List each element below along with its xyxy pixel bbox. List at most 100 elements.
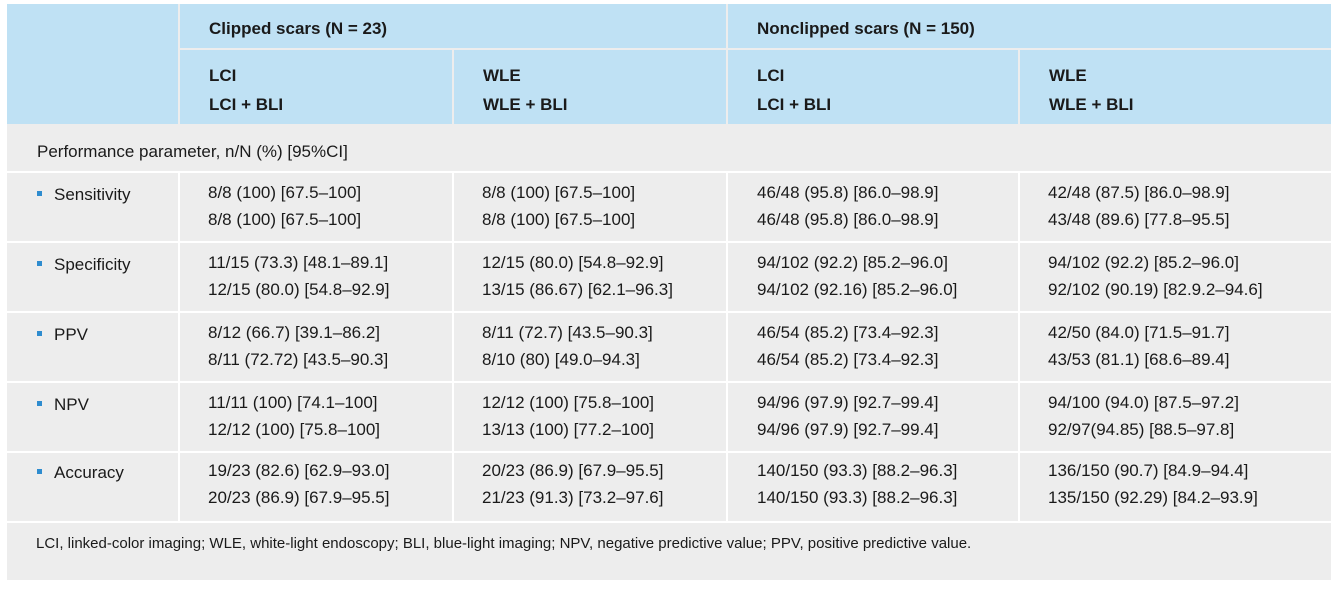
table-row: NPV 11/11 (100) [74.1–100] 12/12 (100) [7…	[7, 383, 1331, 451]
cell-clipped-wle: 20/23 (86.9) [67.9–95.5] 21/23 (91.3) [73…	[482, 457, 663, 511]
subheader-line2: LCI + BLI	[757, 95, 832, 114]
row-divider	[7, 451, 1331, 453]
cell-value: 8/8 (100) [67.5–100]	[482, 183, 636, 202]
cell-value: 13/15 (86.67) [62.1–96.3]	[482, 280, 673, 299]
cell-value: 12/12 (100) [75.8–100]	[482, 393, 655, 412]
table-footnote: LCI, linked-color imaging; WLE, white-li…	[36, 535, 972, 552]
cell-nonclipped-lci: 46/54 (85.2) [73.4–92.3] 46/54 (85.2) [73…	[757, 319, 938, 373]
table-row: Specificity 11/15 (73.3) [48.1–89.1] 12/1…	[7, 243, 1331, 311]
column-separator	[452, 173, 454, 521]
subheader-line2: LCI + BLI	[209, 95, 284, 114]
subheader-nonclipped-lci: LCI LCI + BLI	[728, 50, 1018, 124]
cell-value: 135/150 (92.29) [84.2–93.9]	[1048, 488, 1258, 507]
column-separator	[178, 173, 180, 521]
cell-value: 21/23 (91.3) [73.2–97.6]	[482, 488, 664, 507]
cell-clipped-wle: 12/12 (100) [75.8–100] 13/13 (100) [77.2–…	[482, 389, 654, 443]
cell-nonclipped-lci: 140/150 (93.3) [88.2–96.3] 140/150 (93.3)…	[757, 457, 957, 511]
cell-value: 94/96 (97.9) [92.7–99.4]	[757, 393, 939, 412]
row-label-text: NPV	[54, 395, 89, 414]
table-row: PPV 8/12 (66.7) [39.1–86.2] 8/11 (72.72) …	[7, 313, 1331, 381]
subheader-line1: WLE	[483, 66, 521, 85]
row-label-ppv: PPV	[37, 325, 88, 345]
cell-value: 94/102 (92.2) [85.2–96.0]	[757, 253, 948, 272]
cell-value: 46/48 (95.8) [86.0–98.9]	[757, 210, 939, 229]
row-label-text: Accuracy	[54, 463, 124, 482]
cell-clipped-lci: 19/23 (82.6) [62.9–93.0] 20/23 (86.9) [67…	[208, 457, 389, 511]
cell-value: 19/23 (82.6) [62.9–93.0]	[208, 461, 390, 480]
cell-value: 8/8 (100) [67.5–100]	[208, 183, 362, 202]
cell-nonclipped-lci: 46/48 (95.8) [86.0–98.9] 46/48 (95.8) [86…	[757, 179, 938, 233]
cell-nonclipped-wle: 136/150 (90.7) [84.9–94.4] 135/150 (92.29…	[1048, 457, 1258, 511]
cell-value: 42/50 (84.0) [71.5–91.7]	[1048, 323, 1230, 342]
cell-value: 8/8 (100) [67.5–100]	[482, 210, 636, 229]
row-divider	[7, 381, 1331, 383]
cell-value: 92/97(94.85) [88.5–97.8]	[1048, 420, 1235, 439]
cell-value: 94/100 (94.0) [87.5–97.2]	[1048, 393, 1239, 412]
cell-value: 8/11 (72.7) [43.5–90.3]	[482, 323, 653, 342]
cell-value: 8/8 (100) [67.5–100]	[208, 210, 362, 229]
subheader-line1: LCI	[209, 66, 237, 85]
column-separator	[1018, 173, 1020, 521]
row-label-text: Specificity	[54, 255, 131, 274]
subheader-line2: WLE + BLI	[1049, 95, 1134, 114]
row-label-specificity: Specificity	[37, 255, 131, 275]
cell-clipped-lci: 8/12 (66.7) [39.1–86.2] 8/11 (72.72) [43.…	[208, 319, 388, 373]
cell-nonclipped-wle: 42/50 (84.0) [71.5–91.7] 43/53 (81.1) [68…	[1048, 319, 1229, 373]
table-row: Sensitivity 8/8 (100) [67.5–100] 8/8 (100…	[7, 173, 1331, 241]
cell-value: 94/102 (92.2) [85.2–96.0]	[1048, 253, 1239, 272]
row-divider	[7, 521, 1331, 523]
cell-clipped-wle: 8/11 (72.7) [43.5–90.3] 8/10 (80) [49.0–9…	[482, 319, 653, 373]
cell-value: 8/11 (72.72) [43.5–90.3]	[208, 350, 389, 369]
cell-clipped-lci: 11/15 (73.3) [48.1–89.1] 12/15 (80.0) [54…	[208, 249, 389, 303]
row-label-sensitivity: Sensitivity	[37, 185, 131, 205]
cell-value: 8/10 (80) [49.0–94.3]	[482, 350, 640, 369]
cell-value: 140/150 (93.3) [88.2–96.3]	[757, 461, 958, 480]
bullet-icon	[37, 261, 42, 267]
cell-nonclipped-wle: 94/102 (92.2) [85.2–96.0] 92/102 (90.19) …	[1048, 249, 1263, 303]
cell-nonclipped-wle: 94/100 (94.0) [87.5–97.2] 92/97(94.85) [8…	[1048, 389, 1239, 443]
subheader-line2: WLE + BLI	[483, 95, 568, 114]
bullet-icon	[37, 331, 42, 337]
header-nonclipped-title: Nonclipped scars (N = 150)	[757, 19, 975, 38]
row-label-text: Sensitivity	[54, 185, 131, 204]
cell-value: 94/96 (97.9) [92.7–99.4]	[757, 420, 939, 439]
bullet-icon	[37, 401, 42, 407]
section-label: Performance parameter, n/N (%) [95%CI]	[37, 142, 348, 161]
cell-clipped-wle: 12/15 (80.0) [54.8–92.9] 13/15 (86.67) [6…	[482, 249, 673, 303]
results-table: Clipped scars (N = 23) Nonclipped scars …	[7, 4, 1331, 580]
cell-value: 43/53 (81.1) [68.6–89.4]	[1048, 350, 1230, 369]
cell-nonclipped-lci: 94/102 (92.2) [85.2–96.0] 94/102 (92.16) …	[757, 249, 957, 303]
cell-nonclipped-lci: 94/96 (97.9) [92.7–99.4] 94/96 (97.9) [92…	[757, 389, 938, 443]
row-label-npv: NPV	[37, 395, 89, 415]
cell-value: 11/11 (100) [74.1–100]	[208, 393, 378, 412]
cell-clipped-wle: 8/8 (100) [67.5–100] 8/8 (100) [67.5–100]	[482, 179, 635, 233]
bullet-icon	[37, 469, 42, 475]
cell-value: 12/15 (80.0) [54.8–92.9]	[482, 253, 664, 272]
header-corner	[7, 4, 178, 124]
subheader-clipped-wle: WLE WLE + BLI	[454, 50, 726, 124]
cell-value: 92/102 (90.19) [82.9.2–94.6]	[1048, 280, 1263, 299]
subheader-clipped-lci: LCI LCI + BLI	[180, 50, 452, 124]
cell-value: 8/12 (66.7) [39.1–86.2]	[208, 323, 381, 342]
subheader-nonclipped-wle: WLE WLE + BLI	[1020, 50, 1331, 124]
cell-value: 12/12 (100) [75.8–100]	[208, 420, 381, 439]
cell-nonclipped-wle: 42/48 (87.5) [86.0–98.9] 43/48 (89.6) [77…	[1048, 179, 1229, 233]
cell-value: 46/54 (85.2) [73.4–92.3]	[757, 323, 939, 342]
header-clipped: Clipped scars (N = 23)	[180, 4, 726, 48]
cell-value: 13/13 (100) [77.2–100]	[482, 420, 655, 439]
cell-value: 46/48 (95.8) [86.0–98.9]	[757, 183, 939, 202]
column-separator	[726, 173, 728, 521]
subheader-line1: LCI	[757, 66, 785, 85]
cell-value: 20/23 (86.9) [67.9–95.5]	[482, 461, 664, 480]
row-label-accuracy: Accuracy	[37, 463, 124, 483]
cell-value: 12/15 (80.0) [54.8–92.9]	[208, 280, 390, 299]
cell-value: 140/150 (93.3) [88.2–96.3]	[757, 488, 958, 507]
cell-clipped-lci: 11/11 (100) [74.1–100] 12/12 (100) [75.8–…	[208, 389, 380, 443]
row-label-text: PPV	[54, 325, 89, 344]
cell-value: 43/48 (89.6) [77.8–95.5]	[1048, 210, 1230, 229]
table-row: Accuracy 19/23 (82.6) [62.9–93.0] 20/23 (…	[7, 453, 1331, 521]
cell-clipped-lci: 8/8 (100) [67.5–100] 8/8 (100) [67.5–100]	[208, 179, 361, 233]
cell-value: 136/150 (90.7) [84.9–94.4]	[1048, 461, 1249, 480]
cell-value: 94/102 (92.16) [85.2–96.0]	[757, 280, 958, 299]
bullet-icon	[37, 191, 42, 197]
